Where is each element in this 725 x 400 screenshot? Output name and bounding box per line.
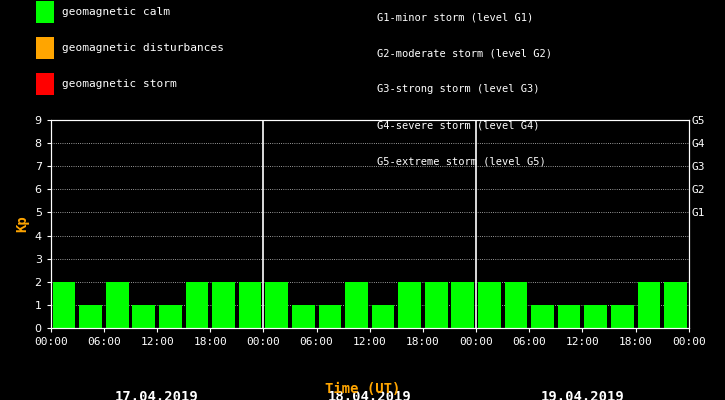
Bar — [558, 305, 581, 328]
Bar — [239, 282, 262, 328]
Bar — [318, 305, 341, 328]
Bar — [637, 282, 660, 328]
Bar — [292, 305, 315, 328]
Bar — [531, 305, 554, 328]
Bar — [398, 282, 421, 328]
Text: G4-severe storm (level G4): G4-severe storm (level G4) — [377, 120, 539, 130]
Bar — [345, 282, 368, 328]
Bar — [159, 305, 182, 328]
Bar — [106, 282, 128, 328]
Text: 17.04.2019: 17.04.2019 — [115, 390, 199, 400]
Bar — [664, 282, 687, 328]
Bar — [372, 305, 394, 328]
Bar — [478, 282, 501, 328]
Text: 19.04.2019: 19.04.2019 — [541, 390, 624, 400]
Bar — [611, 305, 634, 328]
Bar — [265, 282, 288, 328]
Bar — [53, 282, 75, 328]
Bar — [212, 282, 235, 328]
Text: G1-minor storm (level G1): G1-minor storm (level G1) — [377, 12, 534, 22]
Text: geomagnetic calm: geomagnetic calm — [62, 7, 170, 17]
Text: G2-moderate storm (level G2): G2-moderate storm (level G2) — [377, 48, 552, 58]
Text: geomagnetic storm: geomagnetic storm — [62, 79, 176, 89]
Bar — [79, 305, 102, 328]
Text: G3-strong storm (level G3): G3-strong storm (level G3) — [377, 84, 539, 94]
Bar — [425, 282, 447, 328]
Text: Time (UT): Time (UT) — [325, 382, 400, 396]
Text: geomagnetic disturbances: geomagnetic disturbances — [62, 43, 223, 53]
Bar — [505, 282, 527, 328]
Bar — [186, 282, 208, 328]
Bar — [452, 282, 474, 328]
Text: G5-extreme storm (level G5): G5-extreme storm (level G5) — [377, 156, 546, 166]
Text: 18.04.2019: 18.04.2019 — [328, 390, 412, 400]
Y-axis label: Kp: Kp — [15, 216, 29, 232]
Bar — [133, 305, 155, 328]
Bar — [584, 305, 607, 328]
